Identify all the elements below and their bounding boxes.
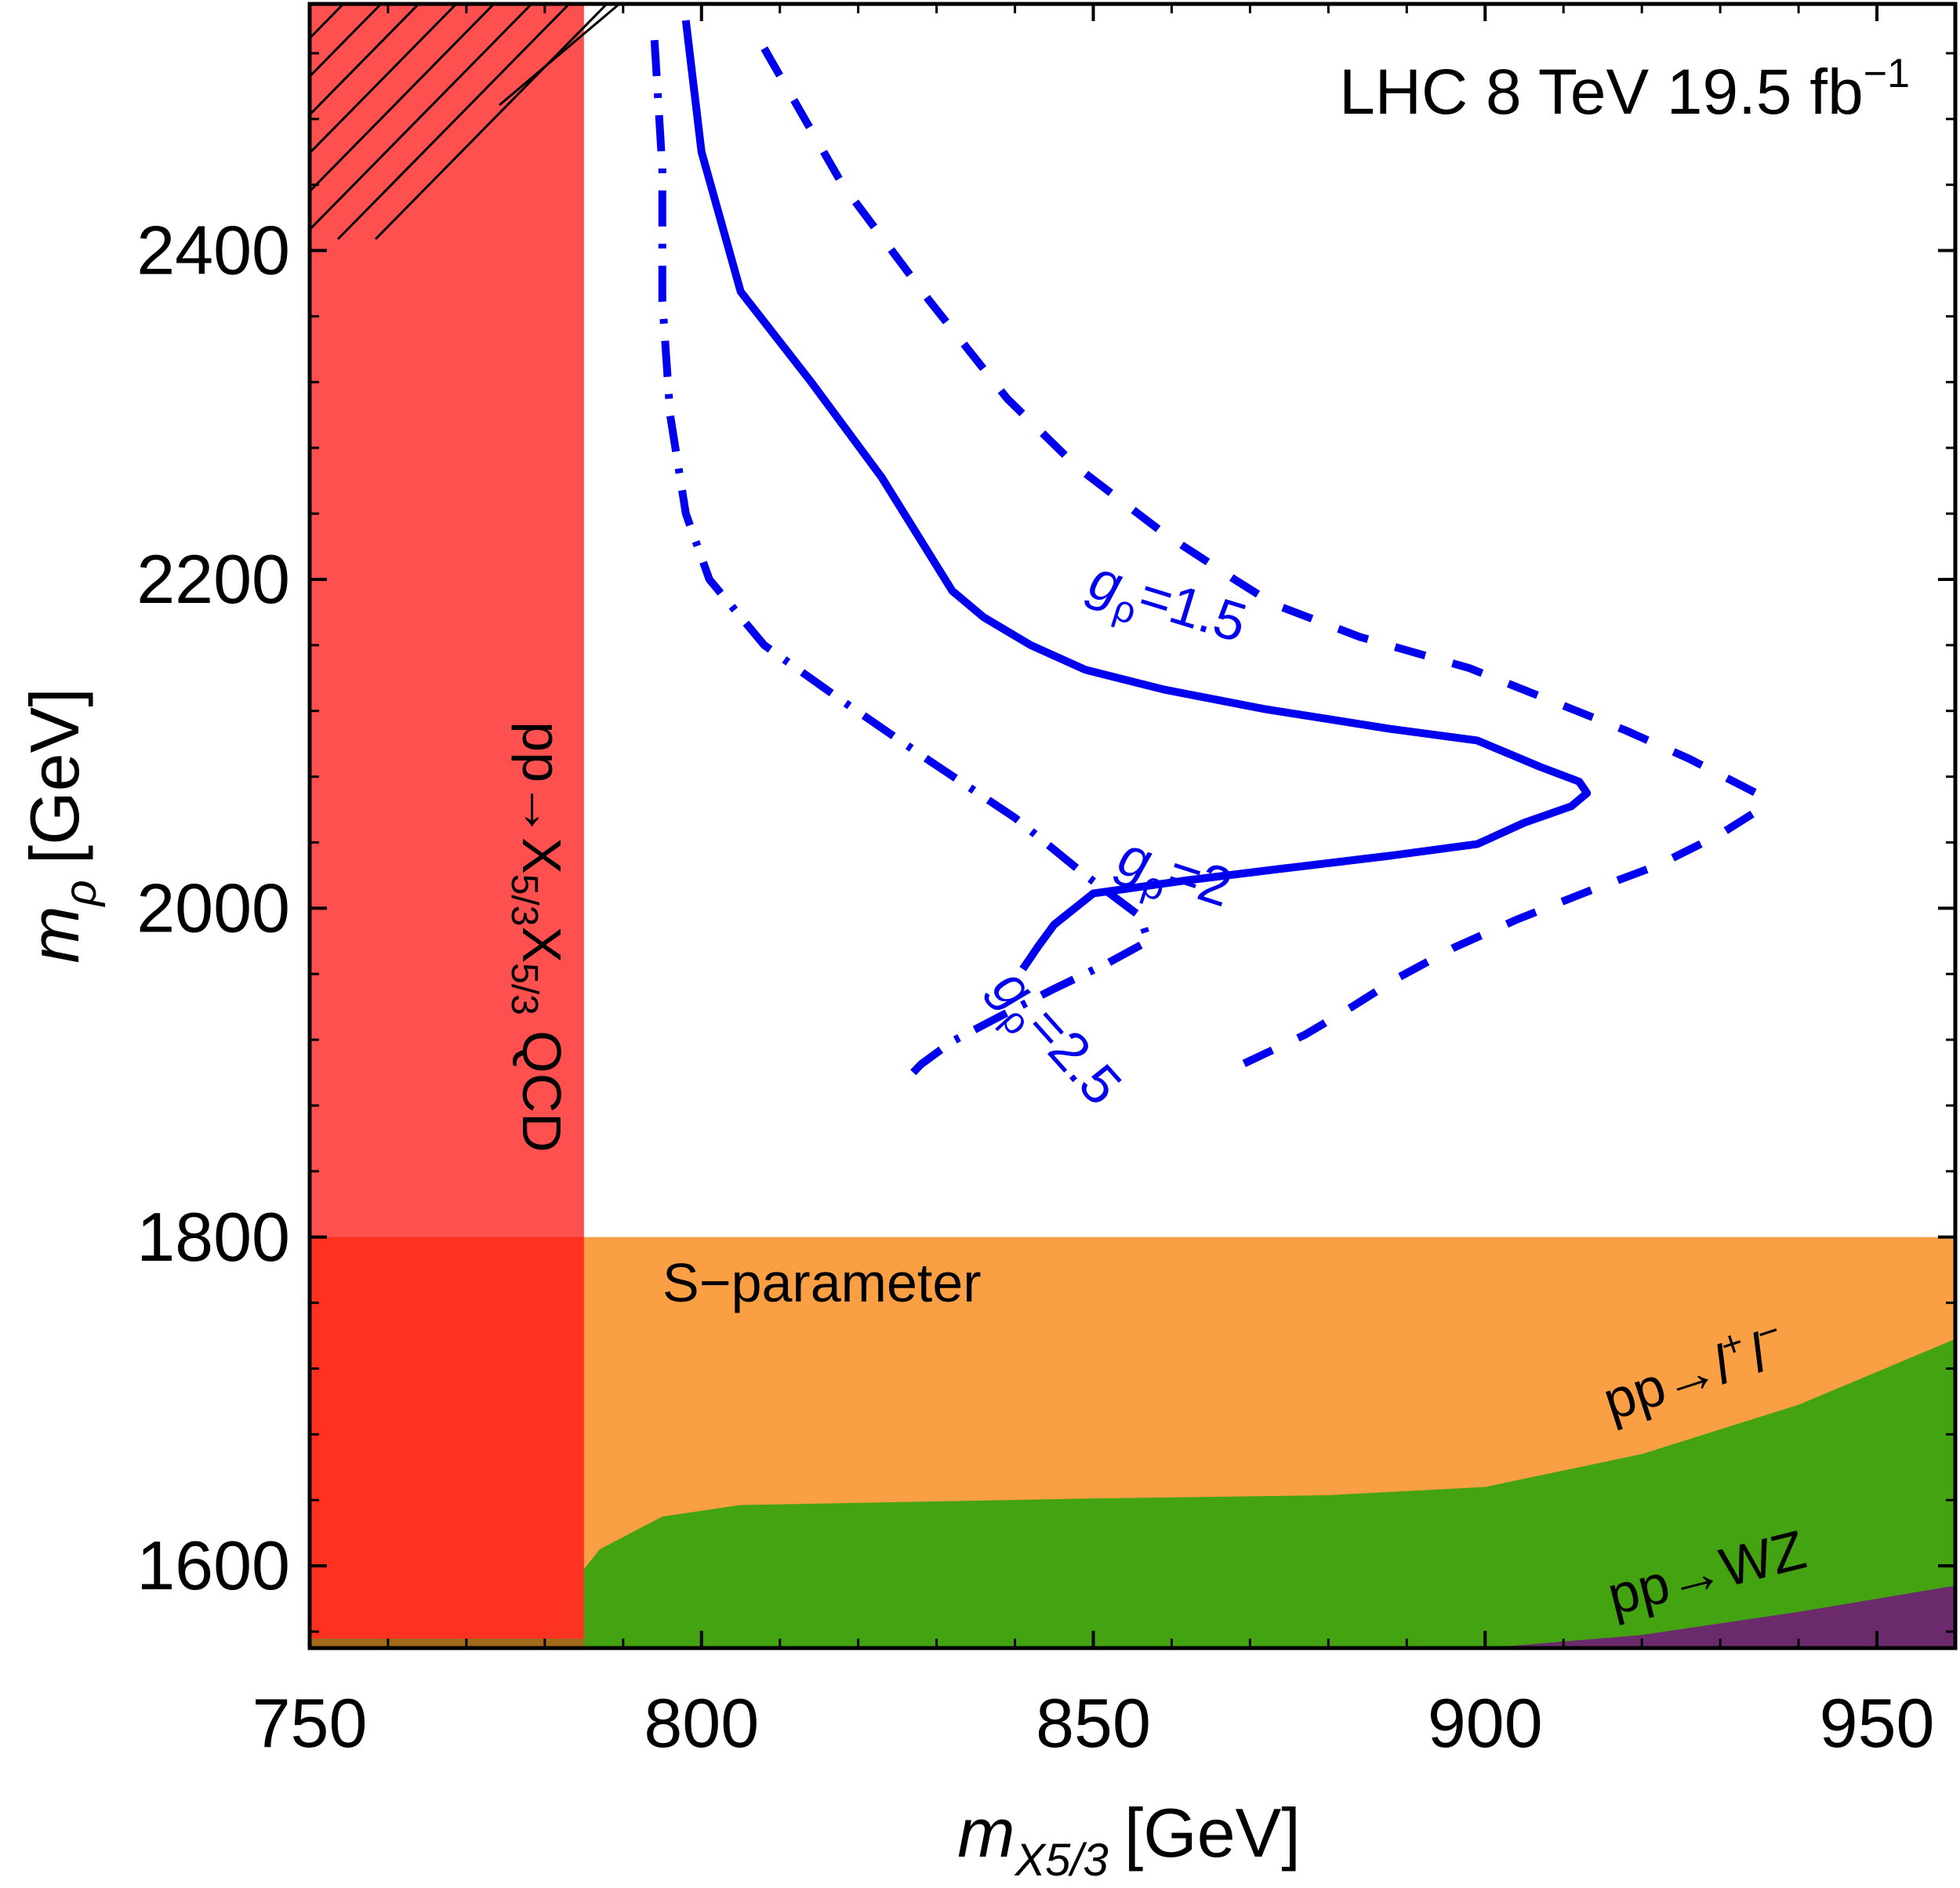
x-tick-label: 950 <box>1820 1684 1935 1762</box>
y-tick-label: 2000 <box>136 869 290 946</box>
curve-gρ=2 <box>681 20 1592 971</box>
hatch-line <box>310 4 495 194</box>
hatch-line <box>74 4 306 239</box>
curve-label-g2: gρ=2 <box>1108 825 1239 929</box>
x-tick-label: 850 <box>1036 1684 1151 1762</box>
x-tick-label: 750 <box>252 1684 368 1762</box>
dilepton-region <box>528 1338 1955 1648</box>
hatch-line <box>310 4 420 117</box>
plot-frame <box>307 2 1958 1650</box>
curve-label-g1.5: gρ=1.5 <box>1080 549 1254 665</box>
y-tick-label: 2400 <box>136 212 290 289</box>
qcd-hatched-corner <box>74 4 620 241</box>
y-tick-label: 1800 <box>136 1198 290 1276</box>
y-axis-title: mρ[GeV] <box>16 688 106 964</box>
luminosity-annotation: LHC 8 TeV 19.5 fb−1 <box>1339 51 1910 128</box>
qcd-region-label: pp→X5/3X5/3 QCD <box>503 721 572 1153</box>
hatch-line <box>310 4 533 231</box>
qcd-s-overlap-region <box>310 1236 584 1648</box>
hatch-line <box>499 4 620 107</box>
qcd-bottom-sliver <box>310 1639 584 1648</box>
x-tick-label: 800 <box>644 1684 759 1762</box>
s-parameter-label: S−parameter <box>662 1252 982 1313</box>
curve-gρ=2.5 <box>650 39 1152 1084</box>
wz-region <box>1485 1585 1955 1648</box>
curve-label-g2.5: gρ=2.5 <box>972 957 1133 1124</box>
y-tick-label: 1600 <box>136 1527 290 1604</box>
hatch-line <box>336 4 571 241</box>
hatch-line <box>374 4 608 241</box>
y-tick-label: 2200 <box>136 540 290 618</box>
hatch-line <box>310 4 383 78</box>
x-axis-title: mX5/3 [GeV] <box>957 1794 1301 1886</box>
hatch-line <box>310 4 458 155</box>
curve-gρ=1.5 <box>760 46 1764 1069</box>
x-tick-label: 900 <box>1428 1684 1543 1762</box>
